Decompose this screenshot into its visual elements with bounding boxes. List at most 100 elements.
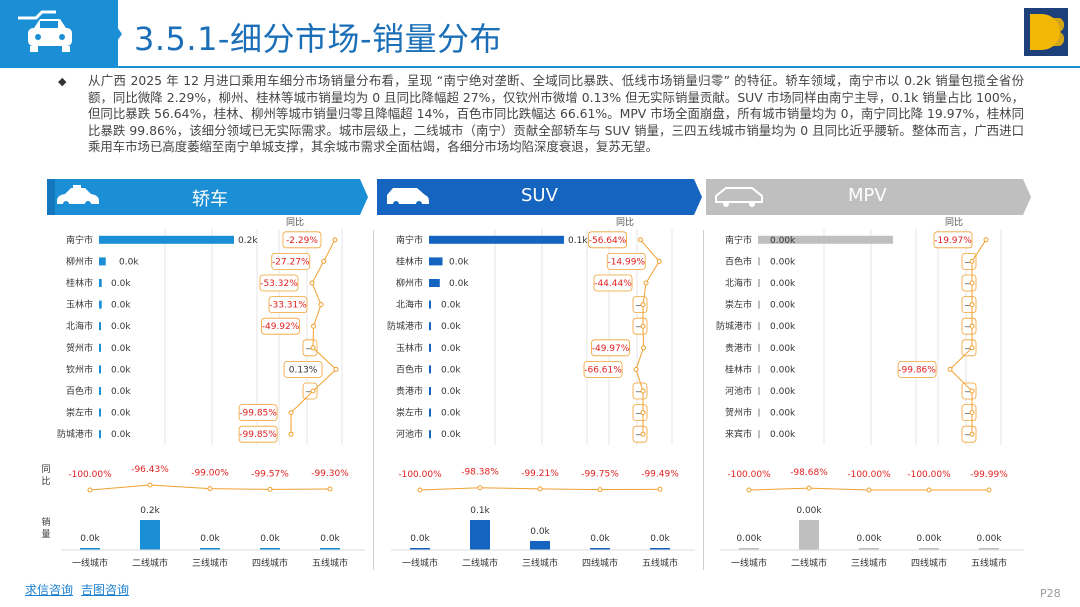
yoy-callout-box — [961, 382, 977, 400]
city-sales-bar — [429, 430, 431, 439]
city-sales-label: 0.0k — [111, 279, 131, 289]
yoy-point — [983, 237, 989, 243]
yoy-callout-box — [961, 425, 977, 443]
header-band — [0, 0, 1080, 68]
tier-yoy-label: -99.99% — [970, 470, 1008, 480]
city-sales-bar — [429, 322, 431, 331]
tier-yoy-point — [537, 486, 543, 492]
tier-sales-bar — [320, 548, 340, 550]
side-label-yoy-2: 比 — [41, 475, 50, 487]
yoy-callout-label: -56.64% — [589, 236, 627, 246]
yoy-callout-label: -14.99% — [607, 257, 645, 267]
city-sales-label: 0.0k — [449, 257, 469, 267]
tier-category-label: 一线城市 — [402, 557, 438, 569]
panel-header-mpv: MPV — [706, 179, 1031, 215]
yoy-callout-box — [238, 425, 278, 443]
yoy-callout-box — [961, 252, 977, 270]
city-sales-label: 0.00k — [770, 430, 796, 440]
tier-sales-label: 0.0k — [530, 527, 550, 537]
mpv-icon — [715, 187, 763, 207]
yoy-line — [290, 239, 337, 435]
yoy-point — [641, 345, 647, 351]
city-sales-label: 0.00k — [770, 344, 796, 354]
tier-sales-label: 0.2k — [140, 506, 160, 516]
yoy-callout-label: -44.44% — [594, 279, 632, 289]
yoy-callout-label: -99.85% — [239, 430, 277, 440]
yoy-callout-label: — — [636, 322, 645, 332]
tier-category-label: 四线城市 — [911, 557, 947, 569]
tier-category-label: 五线城市 — [642, 557, 678, 569]
yoy-point — [969, 258, 975, 264]
yoy-callout-box — [302, 382, 318, 400]
panel-divider-2 — [703, 230, 704, 570]
side-label-yoy-1: 同 — [41, 464, 50, 475]
yoy-callout-box — [961, 296, 977, 314]
yoy-callout-box — [282, 231, 322, 249]
tier-yoy-point — [327, 486, 333, 492]
yoy-callout-label: -49.92% — [262, 322, 300, 332]
city-sales-bar — [429, 257, 443, 266]
city-sales-label: 0.0k — [441, 409, 461, 419]
yoy-callout-label: — — [965, 322, 974, 332]
yoy-point — [633, 366, 639, 372]
tier-sales-label: 0.0k — [260, 534, 280, 544]
city-sales-bar — [758, 430, 760, 439]
tier-yoy-point — [657, 486, 663, 492]
yoy-point — [656, 258, 662, 264]
city-label: 钦州市 — [66, 363, 93, 375]
page-title: 3.5.1-细分市场-销量分布 — [134, 20, 503, 58]
city-label: 贺州市 — [66, 342, 93, 354]
summary-paragraph: 从广西 2025 年 12 月进口乘用车细分市场销量分布看，呈现 “南宁绝对垄断… — [88, 73, 1024, 155]
footer-links: 求信咨询 吉图咨询 — [25, 581, 137, 598]
tier-sales-bar — [919, 548, 939, 550]
tier-category-label: 五线城市 — [971, 557, 1007, 569]
footer-link-qiuxin[interactable]: 求信咨询 — [25, 583, 74, 597]
city-label: 北海市 — [396, 299, 423, 311]
yoy-callout-label: — — [306, 387, 315, 397]
tier-yoy-point — [417, 487, 423, 493]
yoy-column-header-0: 同比 — [286, 216, 304, 228]
city-sales-bar — [758, 257, 760, 266]
tier-sales-label: 0.0k — [80, 534, 100, 544]
yoy-callout-label: — — [636, 409, 645, 419]
yoy-point — [640, 431, 646, 437]
yoy-callout-box — [632, 382, 648, 400]
tier-sales-label: 0.00k — [856, 534, 882, 544]
tier-sales-bar — [410, 548, 430, 550]
city-sales-bar — [99, 279, 102, 287]
yoy-point — [310, 388, 316, 394]
yoy-callout-box — [591, 339, 630, 357]
tier-sales-label: 0.0k — [650, 534, 670, 544]
city-label: 桂林市 — [66, 277, 93, 289]
yoy-callout-box — [588, 231, 627, 249]
city-sales-label: 0.0k — [119, 257, 139, 267]
yoy-callout-label: — — [965, 409, 974, 419]
city-sales-label: 0.2k — [238, 236, 258, 246]
footer-link-jitu[interactable]: 吉图咨询 — [81, 583, 130, 597]
yoy-callout-label: — — [965, 387, 974, 397]
yoy-callout-box — [238, 404, 278, 422]
yoy-callout-box — [583, 360, 623, 378]
yoy-line — [949, 239, 987, 435]
city-sales-label: 0.00k — [770, 279, 796, 289]
city-sales-bar — [99, 300, 102, 309]
brand-logo-icon — [1024, 8, 1068, 56]
city-sales-bar — [99, 430, 101, 439]
tier-yoy-line — [89, 484, 331, 491]
city-label: 百色市 — [725, 255, 752, 267]
tier-sales-label: 0.00k — [736, 534, 762, 544]
yoy-callout-label: — — [636, 301, 645, 311]
panel-divider-1 — [373, 230, 374, 570]
city-label: 北海市 — [725, 277, 752, 289]
tier-sales-label: 0.0k — [200, 534, 220, 544]
yoy-point — [318, 302, 324, 308]
city-sales-label: 0.00k — [770, 301, 796, 311]
tier-yoy-line — [748, 487, 990, 491]
tier-yoy-point — [746, 487, 752, 493]
city-sales-bar — [99, 257, 106, 266]
city-sales-label: 0.00k — [770, 257, 796, 267]
city-sales-bar — [758, 300, 760, 309]
yoy-point — [969, 410, 975, 416]
city-sales-bar — [429, 279, 440, 287]
page-number: P28 — [1040, 587, 1061, 600]
